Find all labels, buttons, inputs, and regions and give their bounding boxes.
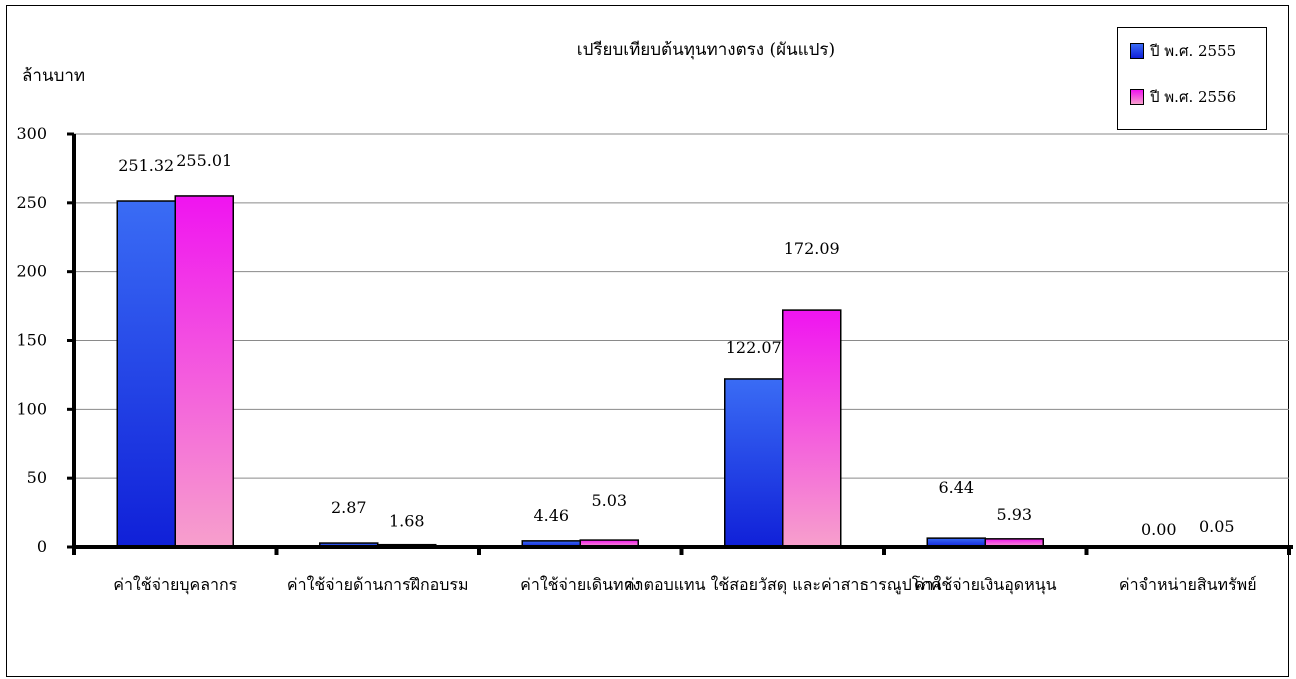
category-label: ค่าจำหน่ายสินทรัพย์ [1119, 575, 1257, 594]
y-tick-label: 100 [16, 399, 47, 418]
category-label: ค่าใช้จ่ายเดินทาง [520, 575, 640, 594]
category-label: ค่าใช้จ่ายบุคลากร [113, 575, 237, 595]
bar [116, 200, 176, 548]
y-tick-label: 200 [16, 262, 47, 281]
data-label: 5.93 [996, 505, 1032, 524]
category-label: ค่าตอบแทน ใช้สอยวัสดุ และค่าสาธารณูปโภค [624, 575, 942, 595]
legend-label-2555: ปี พ.ศ. 2555 [1150, 42, 1237, 60]
data-label: 0.00 [1141, 520, 1177, 539]
y-tick-labels: 0 50 100 150 200 250 300 [16, 124, 47, 556]
legend-swatch-2556 [1130, 89, 1144, 105]
legend-label-2556: ปี พ.ศ. 2556 [1150, 88, 1237, 106]
data-label: 2.87 [331, 498, 367, 517]
category-labels: ค่าใช้จ่ายบุคลากร ค่าใช้จ่ายด้านการฝึกอบร… [113, 575, 1256, 595]
data-label: 122.07 [726, 338, 782, 357]
data-label: 172.09 [784, 239, 840, 258]
y-tick-label: 150 [16, 331, 47, 350]
y-axis-label: ล้านบาท [22, 66, 85, 86]
data-label: 0.05 [1199, 517, 1235, 536]
y-tick-label: 0 [37, 537, 47, 556]
data-label: 1.68 [389, 512, 425, 531]
data-labels: 251.32 255.01 2.87 1.68 4.46 5.03 122.07 172.09… [118, 151, 1234, 539]
y-tick-label: 50 [27, 468, 47, 487]
category-label: ค่าใช้จ่ายเงินอุดหนุน [914, 575, 1057, 595]
legend: ปี พ.ศ. 2555 ปี พ.ศ. 2556 [1117, 27, 1267, 130]
chart-title: เปรียบเทียบต้นทุนทางตรง (ผันแปร) [577, 40, 835, 60]
bar [174, 195, 234, 548]
bars [116, 195, 1247, 548]
bar [724, 378, 784, 548]
legend-item-2556: ปี พ.ศ. 2556 [1130, 86, 1236, 108]
gridlines [67, 132, 1289, 549]
data-label: 6.44 [938, 478, 974, 497]
category-label: ค่าใช้จ่ายด้านการฝึกอบรม [287, 575, 469, 594]
axes [72, 134, 1293, 555]
y-tick-label: 250 [16, 193, 47, 212]
data-label: 4.46 [533, 506, 569, 525]
legend-item-2555: ปี พ.ศ. 2555 [1130, 40, 1236, 62]
bar [782, 309, 842, 548]
data-label: 251.32 [118, 156, 174, 175]
data-label: 5.03 [591, 491, 627, 510]
legend-swatch-2555 [1130, 43, 1144, 59]
y-tick-label: 300 [16, 124, 47, 143]
data-label: 255.01 [176, 151, 232, 170]
